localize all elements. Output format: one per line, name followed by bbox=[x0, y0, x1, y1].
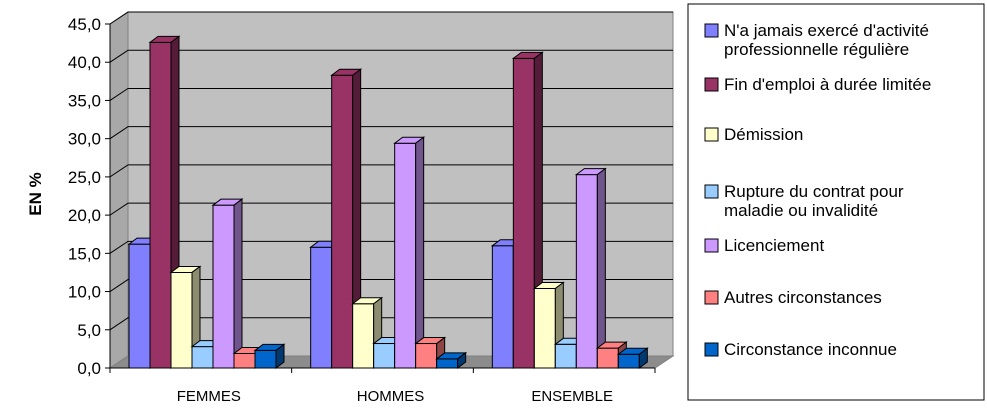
legend-label: N'a jamais exercé d'activité bbox=[724, 21, 929, 40]
legend-label: Rupture du contrat pour bbox=[724, 182, 904, 201]
legend-label: Circonstance inconnue bbox=[724, 340, 897, 359]
legend-swatch bbox=[704, 127, 719, 142]
bar bbox=[574, 167, 607, 369]
bar-front bbox=[575, 174, 598, 369]
y-gridline bbox=[109, 87, 673, 101]
y-gridline bbox=[109, 126, 673, 140]
bar-front bbox=[212, 204, 235, 369]
bar-front bbox=[233, 352, 256, 369]
bar-front bbox=[415, 343, 438, 369]
bar-front bbox=[254, 349, 277, 369]
legend-swatch bbox=[704, 184, 719, 199]
legend-swatch bbox=[704, 23, 719, 38]
bar-front bbox=[596, 347, 619, 369]
legend-label: maladie ou invalidité bbox=[724, 201, 878, 220]
bar-front bbox=[617, 353, 640, 369]
bar bbox=[211, 198, 244, 369]
chart-bars bbox=[127, 35, 649, 369]
y-gridline bbox=[109, 202, 673, 216]
legend-item: N'a jamais exercé d'activitéprofessionne… bbox=[704, 21, 929, 59]
y-tick-label: 0,0 bbox=[77, 359, 101, 378]
bar-side bbox=[596, 167, 606, 369]
y-tick-label: 10,0 bbox=[68, 283, 101, 302]
bar-front bbox=[191, 346, 214, 369]
x-category-label: ENSEMBLE bbox=[531, 388, 613, 405]
legend-swatch bbox=[704, 77, 719, 92]
bar-front bbox=[491, 245, 514, 369]
legend-label: Fin d'emploi à durée limitée bbox=[724, 75, 931, 94]
bar-side bbox=[457, 351, 467, 369]
legend-swatch bbox=[704, 290, 719, 305]
x-axis-category-labels: FEMMES HOMMES ENSEMBLE bbox=[177, 388, 613, 405]
legend-item: Circonstance inconnue bbox=[704, 340, 897, 359]
bar bbox=[393, 136, 426, 369]
x-category-label: HOMMES bbox=[357, 388, 425, 405]
legend-label: Autres circonstances bbox=[724, 288, 882, 307]
y-tick-label: 25,0 bbox=[68, 168, 101, 187]
bar-side bbox=[638, 347, 648, 369]
chart-legend: N'a jamais exercé d'activitéprofessionne… bbox=[687, 3, 985, 401]
legend-item: Autres circonstances bbox=[704, 288, 882, 307]
bar-front bbox=[512, 57, 535, 369]
legend-box bbox=[687, 3, 985, 401]
y-tick-label: 40,0 bbox=[68, 53, 101, 72]
bar-front bbox=[149, 41, 172, 369]
bar bbox=[253, 343, 286, 369]
y-axis-label: EN % bbox=[26, 172, 45, 215]
legend-item: Démission bbox=[704, 125, 803, 144]
chart-side-wall bbox=[109, 11, 129, 369]
legend-label: Licenciement bbox=[724, 236, 824, 255]
y-tick-label: 30,0 bbox=[68, 130, 101, 149]
y-gridline bbox=[109, 317, 673, 331]
bar bbox=[435, 351, 468, 369]
legend-item: Licenciement bbox=[704, 236, 824, 255]
legend-swatch bbox=[704, 238, 719, 253]
bar bbox=[532, 281, 565, 369]
legend-item: Fin d'emploi à durée limitée bbox=[704, 75, 931, 94]
y-axis-tick-labels: 0,0 5,0 10,0 15,0 20,0 25,0 30,0 35,0 40,0 45,0 bbox=[68, 15, 101, 378]
bar-front bbox=[310, 246, 333, 369]
bar-front bbox=[533, 287, 556, 369]
bar-side bbox=[415, 136, 425, 369]
y-gridline bbox=[109, 279, 673, 292]
bar-front bbox=[331, 74, 354, 369]
y-tick-label: 15,0 bbox=[68, 244, 101, 263]
y-tick-label: 35,0 bbox=[68, 91, 101, 110]
bar bbox=[616, 347, 649, 369]
bar-front bbox=[373, 343, 396, 369]
y-tick-label: 20,0 bbox=[68, 206, 101, 225]
y-gridline bbox=[109, 164, 673, 178]
y-gridline bbox=[109, 11, 673, 25]
legend-swatch bbox=[704, 342, 719, 357]
bar-front bbox=[352, 303, 375, 369]
x-category-label: FEMMES bbox=[177, 388, 241, 405]
y-tick-label: 45,0 bbox=[68, 15, 101, 34]
y-tick-label: 5,0 bbox=[77, 321, 101, 340]
bar-front bbox=[394, 142, 417, 369]
y-gridline bbox=[109, 240, 673, 254]
bar-front bbox=[170, 271, 193, 369]
bar-front bbox=[554, 343, 577, 369]
bar bbox=[330, 68, 363, 369]
bar-front bbox=[128, 243, 151, 369]
bar-side bbox=[233, 198, 243, 369]
legend-label: professionnelle régulière bbox=[724, 40, 909, 59]
legend-label: Démission bbox=[724, 125, 803, 144]
bar-front bbox=[436, 358, 459, 369]
bar-side bbox=[275, 343, 285, 369]
chart-gridlines bbox=[109, 11, 673, 331]
y-gridline bbox=[109, 49, 673, 63]
